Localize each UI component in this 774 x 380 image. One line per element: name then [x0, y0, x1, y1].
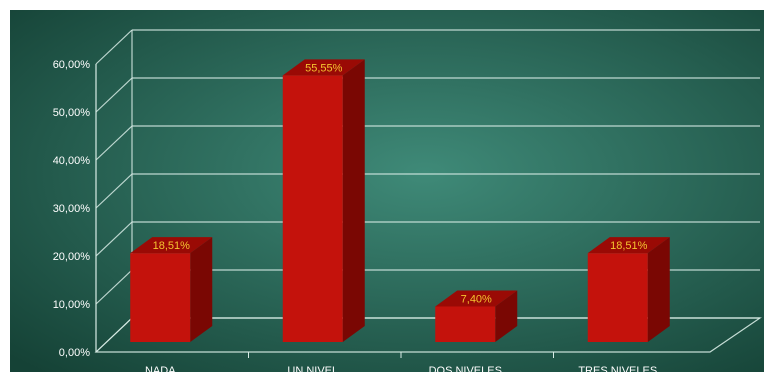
x-tick-label: DOS NIVELES [429, 365, 502, 377]
data-label: 7,40% [461, 293, 492, 305]
data-label: 18,51% [610, 240, 648, 252]
bar-side [647, 237, 670, 342]
gridline-side [95, 173, 133, 209]
bar [435, 306, 496, 342]
bar-side [495, 290, 518, 342]
bar-top [282, 59, 365, 76]
bar [587, 253, 648, 342]
y-tick-label: 40,00% [53, 155, 91, 167]
y-tick-label: 30,00% [53, 203, 91, 215]
gridline-side [95, 221, 133, 257]
bar-side [342, 59, 365, 343]
bar-top [130, 237, 213, 254]
y-tick-label: 10,00% [53, 299, 91, 311]
gridline-side [95, 29, 133, 65]
y-tick-label: 50,00% [53, 107, 91, 119]
bar-top [435, 290, 518, 307]
bar-top [587, 237, 670, 254]
chart-floor [94, 317, 762, 353]
x-tick-label: TRES NIVELES [578, 365, 657, 377]
label-layer: 18,51% NADA 55,55% UN NIVEL 7,40% DOS NIVELES… [145, 62, 657, 377]
y-tick-label: 20,00% [53, 251, 91, 263]
gridline-side [95, 269, 133, 305]
bar-side [190, 237, 213, 342]
bar [282, 75, 343, 343]
gridline-side [95, 77, 133, 113]
data-label: 55,55% [305, 62, 343, 74]
grid-layer [94, 29, 762, 353]
y-tick-label: 0,00% [59, 347, 90, 359]
axis-layer: 0,00% 10,00% 20,00% 30,00% 40,00% 50,00% 60,00… [53, 30, 554, 359]
data-label: 18,51% [153, 240, 191, 252]
x-tick-label: UN NIVEL [287, 365, 338, 377]
bar-layer [130, 59, 670, 343]
y-tick-label: 60,00% [53, 59, 91, 71]
gridline-side [95, 125, 133, 161]
bar [130, 253, 191, 342]
x-tick-label: NADA [145, 365, 176, 377]
